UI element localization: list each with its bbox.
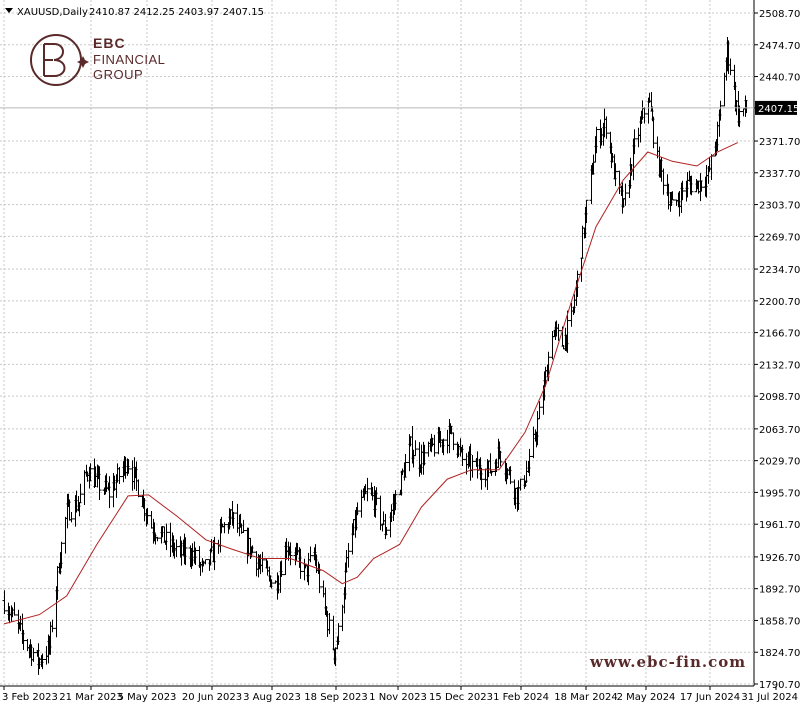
- y-tick-label: 1995.70: [759, 488, 800, 499]
- y-tick-label: 2474.70: [759, 41, 800, 52]
- symbol-label: XAUUSD,Daily: [17, 7, 88, 18]
- y-tick-label: 2063.70: [759, 425, 800, 436]
- y-tick-label: 2371.70: [759, 137, 800, 148]
- x-tick-label: 15 Dec 2023: [429, 692, 493, 703]
- x-tick-label: 1 Nov 2023: [369, 692, 427, 703]
- y-tick-label: 2303.70: [759, 201, 800, 212]
- ohlc-bars: [2, 36, 749, 675]
- logo-star-icon: [77, 56, 89, 68]
- y-tick-label: 2440.70: [759, 73, 800, 84]
- grid-lines: [0, 0, 755, 687]
- moving-average-line: [3, 142, 739, 625]
- y-tick-label: 1858.70: [759, 616, 800, 627]
- y-tick-label: 2234.70: [759, 265, 800, 276]
- dropdown-triangle-icon[interactable]: [5, 8, 13, 13]
- y-tick-label: 1892.70: [759, 585, 800, 596]
- x-tick-label: 3 Feb 2023: [2, 692, 58, 703]
- x-tick-label: 21 Mar 2023: [59, 692, 122, 703]
- y-tick-label: 1824.70: [759, 648, 800, 659]
- y-tick-label: 2269.70: [759, 232, 800, 243]
- website-watermark: www.ebc-fin.com: [589, 653, 746, 671]
- x-tick-label: 3 Aug 2023: [243, 692, 301, 703]
- x-tick-label: 18 Mar 2024: [554, 692, 617, 703]
- y-tick-label: 2508.70: [759, 9, 800, 20]
- y-tick-label: 2200.70: [759, 297, 800, 308]
- x-tick-label: 20 Jun 2023: [182, 692, 242, 703]
- x-tick-label: 18 Sep 2023: [304, 692, 367, 703]
- y-tick-label: 2098.70: [759, 392, 800, 403]
- x-tick-label: 31 Jul 2024: [741, 692, 798, 703]
- y-tick-label: 2166.70: [759, 329, 800, 340]
- current-price-badge: [755, 100, 797, 115]
- y-tick-label: 2132.70: [759, 360, 800, 371]
- logo-line3: GROUP: [93, 67, 143, 82]
- logo-line2: FINANCIAL: [93, 52, 165, 67]
- logo-monogram-icon: [43, 43, 66, 77]
- y-tick-label: 2407.15: [758, 104, 799, 115]
- x-tick-label: 5 May 2023: [118, 692, 177, 703]
- ohlc-readout: 2410.87 2412.25 2403.97 2407.15: [89, 7, 264, 18]
- y-tick-label: 1961.70: [759, 520, 800, 531]
- y-tick-label: 2337.70: [759, 169, 800, 180]
- x-tick-label: 17 Jun 2024: [680, 692, 740, 703]
- y-tick-label: 2029.70: [759, 457, 800, 468]
- y-tick-label: 1926.70: [759, 553, 800, 564]
- ebc-logo: EBC FINANCIAL GROUP: [30, 34, 165, 86]
- price-axis: 2508.70 2474.70 2440.70 2407.15 2371.70 2337.…: [754, 9, 800, 691]
- y-tick-label: 1790.70: [759, 680, 800, 691]
- x-tick-label: 1 Feb 2024: [493, 692, 549, 703]
- logo-line1: EBC: [93, 35, 126, 51]
- x-tick-label: 2 May 2024: [617, 692, 676, 703]
